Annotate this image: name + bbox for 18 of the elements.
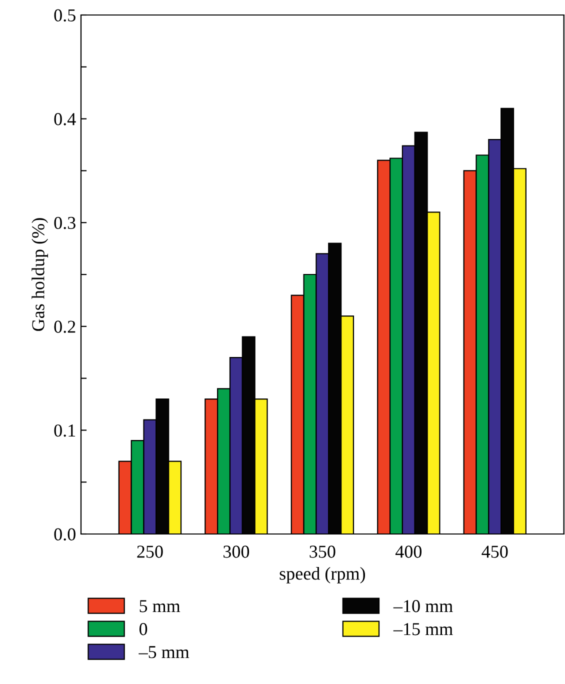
y-axis-title: Gas holdup (%) xyxy=(32,218,48,331)
y-tick-label: 0.5 xyxy=(54,9,76,22)
y-tick-label: 0.4 xyxy=(54,113,76,126)
legend-label: 0 xyxy=(139,623,148,636)
x-tick-label: 400 xyxy=(395,546,422,558)
y-tick-label: 0.3 xyxy=(54,216,76,230)
y-tick-label: 0.0 xyxy=(54,528,76,541)
legend-label: –5 mm xyxy=(138,646,190,658)
x-axis-title: speed (rpm) xyxy=(280,567,366,584)
x-tick-label: 350 xyxy=(310,546,336,558)
x-tick-label: 250 xyxy=(137,546,163,558)
legend-label: –15 mm xyxy=(393,623,453,636)
y-tick-label: 0.1 xyxy=(54,424,76,437)
legend-label: –10 mm xyxy=(393,600,453,612)
x-tick-label: 300 xyxy=(224,546,250,558)
y-tick-label: 0.2 xyxy=(54,320,76,333)
legend-label: 5 mm xyxy=(140,600,180,612)
x-tick-label: 450 xyxy=(482,546,508,558)
